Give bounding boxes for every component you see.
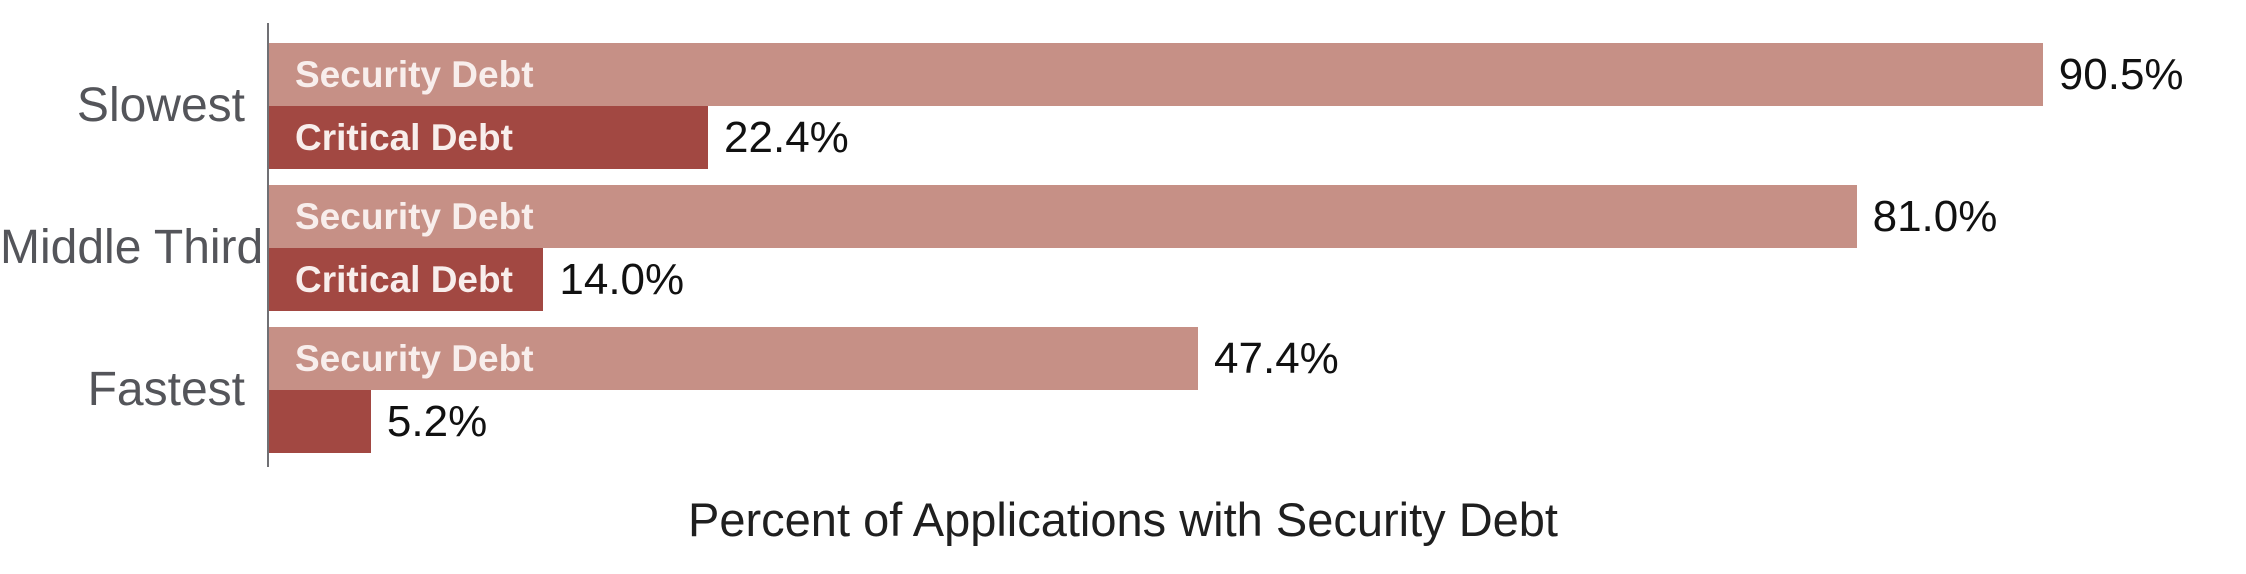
bar-inner-label: Critical Debt [295,117,513,158]
bar-value-label: 81.0% [1872,192,1998,241]
bar-inner-label: Security Debt [295,196,534,237]
category-label-middle-third: Middle Third [0,221,264,274]
bar-value-label: 5.2% [386,397,488,446]
bar-critical-debt-fastest [269,390,371,453]
bar-critical-debt-slowest: Critical Debt [269,106,709,169]
bar-value-label: 14.0% [559,255,685,304]
y-axis-line [267,23,269,467]
bar-critical-debt-middle-third: Critical Debt [269,248,544,311]
chart-title: Percent of Applications with Security De… [688,493,1558,546]
bar-security-debt-middle-third: Security Debt [269,185,1857,248]
bar-security-debt-slowest: Security Debt [269,43,2043,106]
bar-value-label: 47.4% [1214,334,1339,383]
bar-value-label: 22.4% [724,113,849,162]
bar-inner-label: Security Debt [295,338,534,379]
bar-inner-label: Critical Debt [295,259,513,300]
bar-value-label: 90.5% [2058,50,2184,99]
category-label-slowest: Slowest [76,79,245,132]
bar-inner-label: Security Debt [295,54,534,95]
category-label-fastest: Fastest [87,363,245,416]
bar-security-debt-fastest: Security Debt [269,327,1199,390]
